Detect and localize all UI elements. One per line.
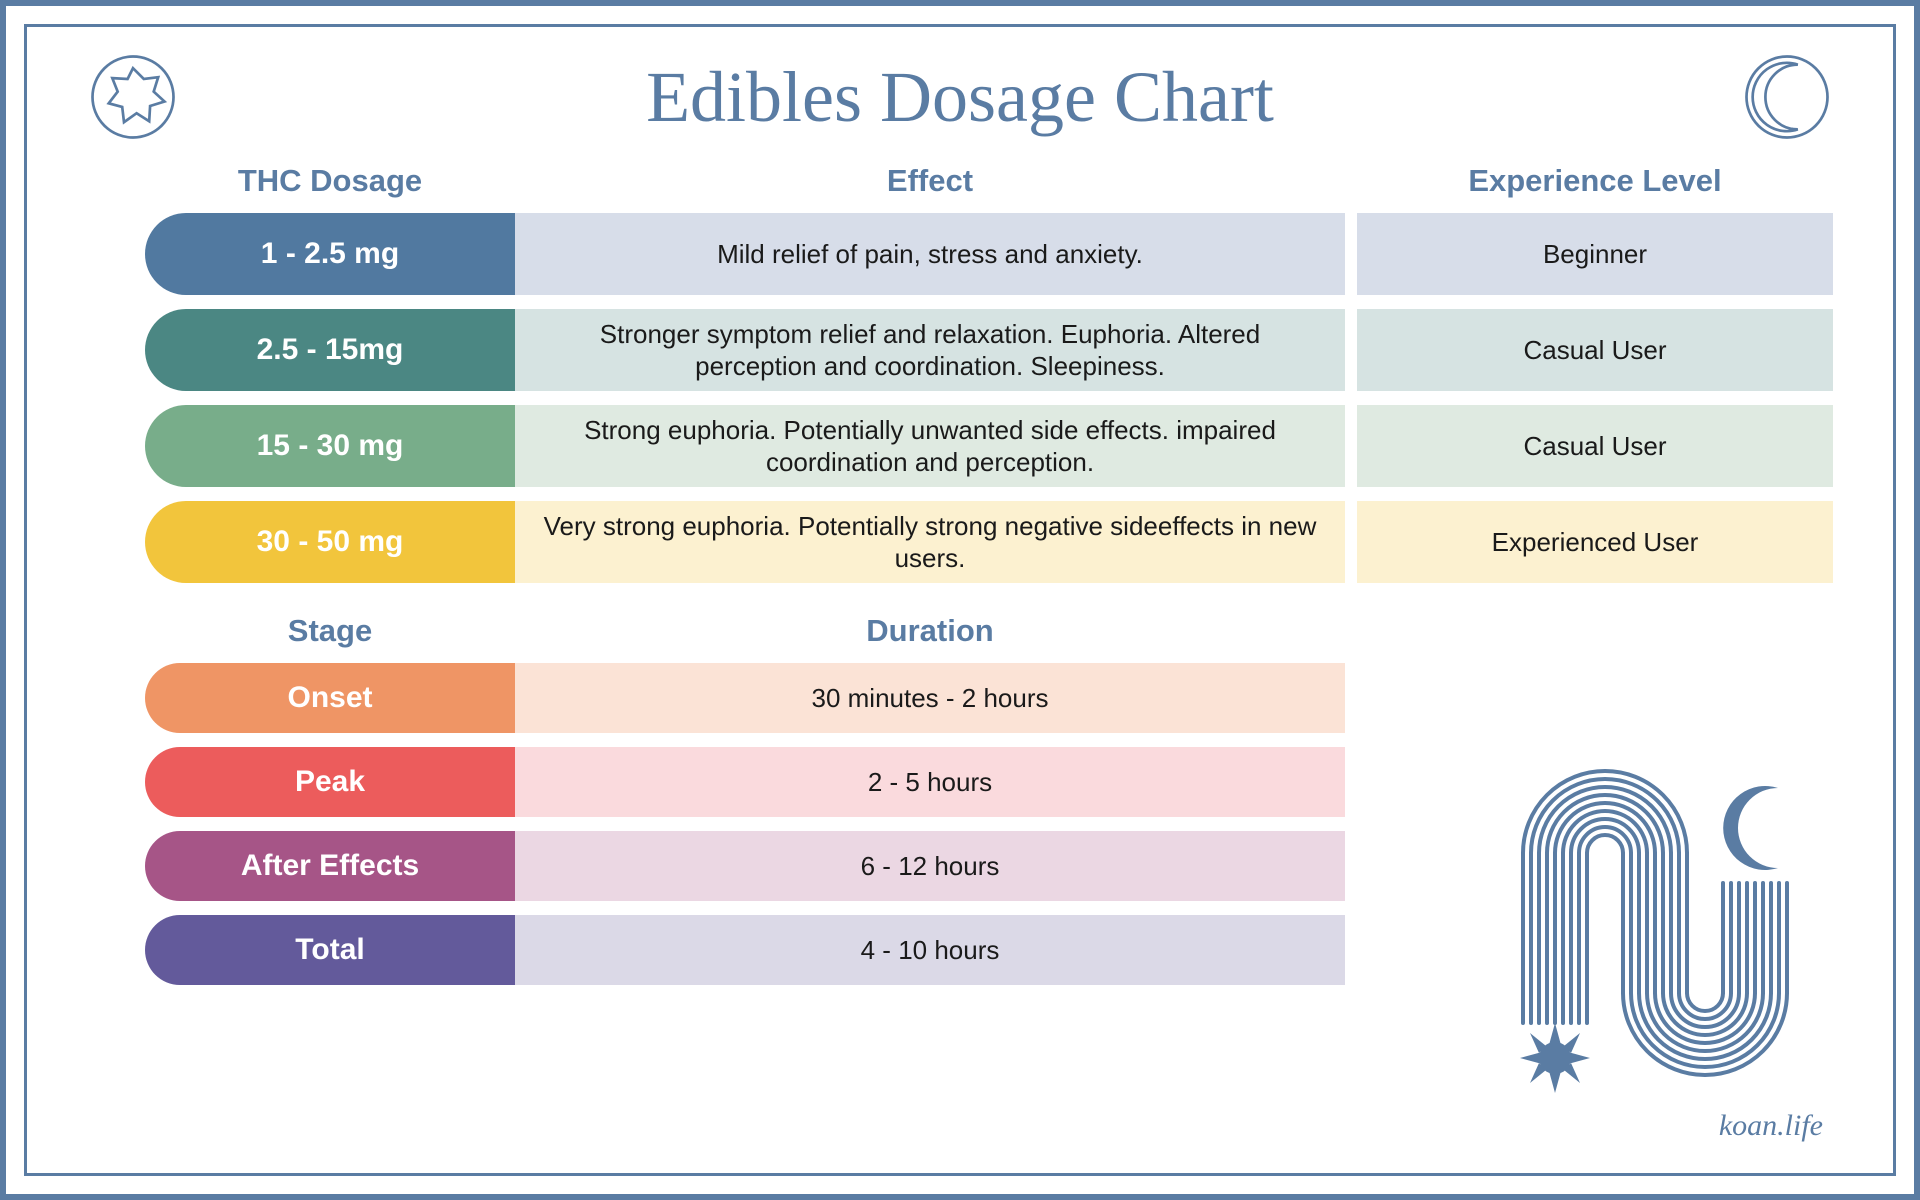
stage-duration: 30 minutes - 2 hours [515,663,1345,733]
dosage-row: 15 - 30 mgStrong euphoria. Potentially u… [145,405,1833,487]
dosage-effect: Mild relief of pain, stress and anxiety. [515,213,1345,295]
arch-sun-moon-lineart-icon [1473,733,1823,1093]
title-row: Edibles Dosage Chart [87,51,1833,143]
col-duration: Duration [515,613,1345,649]
dosage-effect: Very strong euphoria. Potentially strong… [515,501,1345,583]
dosage-level: Experienced User [1357,501,1833,583]
moon-outline-icon [1741,51,1833,143]
stage-pill: Onset [145,663,515,733]
stage-pill: Total [145,915,515,985]
stage-duration: 4 - 10 hours [515,915,1345,985]
outer-frame: Edibles Dosage Chart THC Dosage Effect E… [0,0,1920,1200]
dosage-pill: 1 - 2.5 mg [145,213,515,295]
dosage-level: Beginner [1357,213,1833,295]
dosage-level: Casual User [1357,405,1833,487]
col-effect: Effect [515,163,1345,199]
dosage-pill: 2.5 - 15mg [145,309,515,391]
dosage-pill: 30 - 50 mg [145,501,515,583]
stage-pill: Peak [145,747,515,817]
stage-duration: 6 - 12 hours [515,831,1345,901]
stage-duration: 2 - 5 hours [515,747,1345,817]
dosage-row: 1 - 2.5 mgMild relief of pain, stress an… [145,213,1833,295]
col-experience-level: Experience Level [1357,163,1833,199]
duration-row: Onset30 minutes - 2 hours [145,663,1833,733]
duration-headers: Stage Duration [87,613,1833,649]
dosage-row: 2.5 - 15mgStronger symptom relief and re… [145,309,1833,391]
stage-pill: After Effects [145,831,515,901]
sun-outline-icon [87,51,179,143]
col-thc-dosage: THC Dosage [145,163,515,199]
inner-frame: Edibles Dosage Chart THC Dosage Effect E… [24,24,1896,1176]
attribution: koan.life [1719,1109,1823,1143]
dosage-pill: 15 - 30 mg [145,405,515,487]
page-title: Edibles Dosage Chart [179,56,1741,139]
dosage-effect: Stronger symptom relief and relaxation. … [515,309,1345,391]
dosage-headers: THC Dosage Effect Experience Level [87,163,1833,199]
col-stage: Stage [145,613,515,649]
dosage-level: Casual User [1357,309,1833,391]
dosage-row: 30 - 50 mgVery strong euphoria. Potentia… [145,501,1833,583]
dosage-table: 1 - 2.5 mgMild relief of pain, stress an… [87,213,1833,583]
dosage-effect: Strong euphoria. Potentially unwanted si… [515,405,1345,487]
